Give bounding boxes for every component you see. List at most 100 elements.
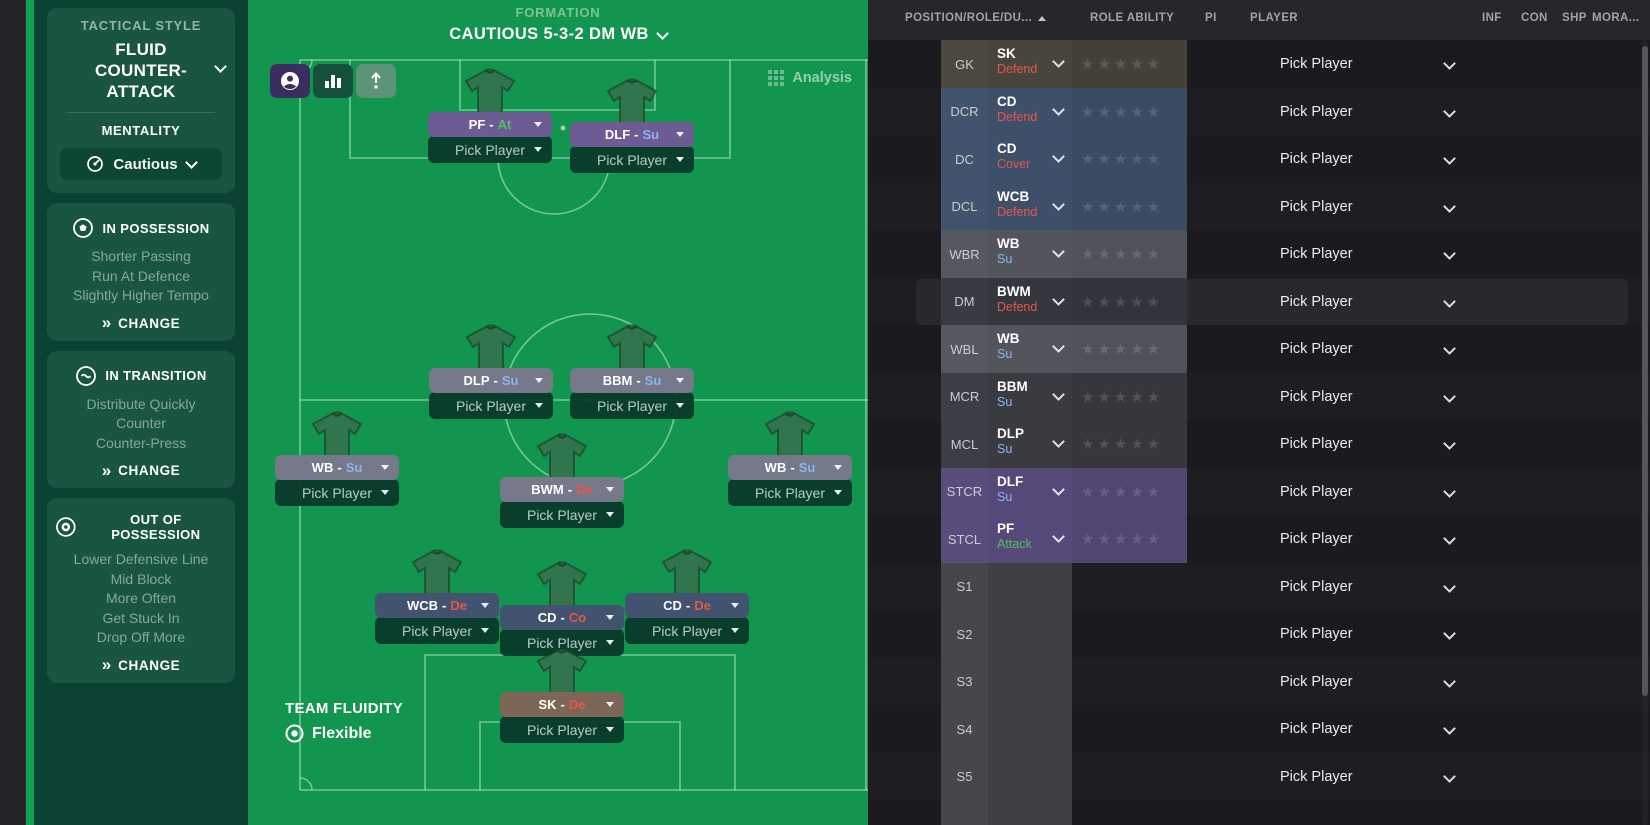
chevron-down-icon[interactable]: [1443, 437, 1456, 450]
pick-player-dropdown[interactable]: Pick Player: [1280, 436, 1353, 452]
role-dropdown[interactable]: CD Defend: [988, 87, 1072, 136]
pick-player-dropdown[interactable]: Pick Player: [500, 716, 624, 743]
instruction-item: Drop Off More: [96, 629, 186, 645]
chevron-down-icon[interactable]: [1443, 389, 1456, 403]
height-view-button[interactable]: [356, 64, 396, 98]
dropdown-arrow-icon: [676, 403, 684, 408]
chevron-down-icon[interactable]: [1443, 199, 1456, 213]
change-button[interactable]: » CHANGE: [101, 313, 181, 332]
pick-player-dropdown[interactable]: Pick Player: [1280, 531, 1353, 547]
pick-player-dropdown[interactable]: Pick Player: [1280, 483, 1353, 500]
role-ability-stars: ★★★★★: [1072, 277, 1187, 326]
header-inf[interactable]: INF: [1482, 12, 1502, 24]
analysis-button[interactable]: Analysis: [768, 70, 852, 86]
header-morale[interactable]: MORA...: [1592, 12, 1640, 24]
role-dropdown[interactable]: BWM Defend: [988, 277, 1072, 326]
header-player[interactable]: PLAYER: [1250, 12, 1298, 24]
duty-abbrev: At: [497, 117, 512, 132]
role-dropdown[interactable]: CD Cover: [988, 135, 1072, 183]
role-dropdown[interactable]: WB Su: [988, 230, 1072, 278]
role-duty-dropdown[interactable]: PF - At: [428, 112, 552, 137]
scrollbar-thumb[interactable]: [1642, 46, 1648, 696]
pick-player-dropdown[interactable]: Pick Player: [1280, 103, 1353, 120]
pick-player-dropdown[interactable]: Pick Player: [1280, 388, 1353, 405]
chevron-down-icon[interactable]: [1443, 627, 1456, 640]
role-duty-dropdown[interactable]: BBM - Su: [570, 368, 694, 393]
position-cell: DM: [941, 277, 988, 326]
table-row-stcr: STCR DLF Su ★★★★★ Pick Player: [868, 467, 1650, 516]
pick-player-dropdown[interactable]: Pick Player: [429, 392, 553, 419]
chevron-down-icon[interactable]: [1443, 674, 1456, 688]
mentality-dropdown[interactable]: Cautious: [59, 147, 223, 181]
chevron-down-icon[interactable]: [1443, 342, 1456, 355]
chevron-down-icon[interactable]: [1443, 104, 1456, 118]
role-duty-dropdown[interactable]: WCB - De: [375, 593, 499, 618]
tactical-style-dropdown[interactable]: FLUID COUNTER-ATTACK: [55, 39, 227, 102]
pick-player-dropdown[interactable]: Pick Player: [500, 501, 624, 528]
role-duty-dropdown[interactable]: DLF - Su: [570, 122, 694, 147]
chevron-down-icon[interactable]: [1443, 579, 1456, 593]
pick-player-dropdown[interactable]: Pick Player: [570, 392, 694, 419]
pick-player-dropdown[interactable]: Pick Player: [1280, 151, 1353, 167]
change-button[interactable]: » CHANGE: [101, 460, 181, 480]
header-pi[interactable]: PI: [1205, 12, 1217, 24]
header-con[interactable]: CON: [1521, 12, 1548, 24]
role-dropdown[interactable]: BBM Su: [988, 372, 1072, 421]
chevron-down-icon[interactable]: [1443, 722, 1456, 735]
chevron-down-icon[interactable]: [1443, 769, 1456, 783]
role-duty-dropdown[interactable]: CD - Co: [500, 605, 624, 630]
chevron-down-icon[interactable]: [1443, 484, 1456, 498]
pick-player-dropdown[interactable]: Pick Player: [1280, 246, 1353, 262]
pick-player-dropdown[interactable]: Pick Player: [1280, 56, 1353, 72]
position-cell: [941, 800, 988, 825]
instruction-item: Lower Defensive Line: [73, 551, 209, 567]
role-duty-dropdown[interactable]: SK - De: [500, 692, 624, 717]
chevron-down-icon[interactable]: [1443, 532, 1456, 545]
role-duty-dropdown[interactable]: DLP - Su: [429, 368, 553, 393]
role-duty-dropdown[interactable]: CD - De: [625, 593, 749, 618]
role-duty-dropdown[interactable]: WB - Su: [275, 455, 399, 480]
role-dropdown[interactable]: SK Defend: [988, 40, 1072, 88]
header-shp[interactable]: SHP: [1562, 12, 1587, 24]
header-position-role[interactable]: POSITION/ROLE/DU...: [905, 12, 1047, 24]
pick-player-dropdown[interactable]: Pick Player: [275, 479, 399, 506]
players-view-button[interactable]: [270, 64, 310, 98]
pick-player-dropdown[interactable]: Pick Player: [728, 479, 852, 506]
chevron-down-icon[interactable]: [1443, 152, 1456, 165]
header-role-ability[interactable]: ROLE ABILITY: [1090, 12, 1175, 24]
instruction-card-in-transition: IN TRANSITION Distribute Quickly Counter C…: [47, 350, 235, 488]
pitch-position-gk: SK - De Pick Player: [500, 648, 624, 743]
instruction-item: Get Stuck In: [102, 609, 180, 626]
table-row-s4: S4 Pick Player: [868, 705, 1650, 753]
pick-player-dropdown[interactable]: Pick Player: [1280, 768, 1353, 785]
stats-view-button[interactable]: [313, 64, 353, 98]
role-dropdown[interactable]: WB Su: [988, 325, 1072, 373]
role-duty-dropdown[interactable]: BWM - De: [500, 477, 624, 502]
formation-dropdown[interactable]: CAUTIOUS 5-3-2 DM WB: [449, 25, 669, 44]
duty-abbrev: De: [576, 482, 593, 497]
chevron-down-icon: [214, 60, 227, 73]
role-ability-stars: ★★★★★: [1072, 467, 1187, 516]
pick-player-dropdown[interactable]: Pick Player: [1280, 293, 1353, 310]
duty-label: Defend: [997, 62, 1038, 76]
change-button[interactable]: » CHANGE: [101, 655, 181, 674]
role-dropdown[interactable]: PF Attack: [988, 515, 1072, 563]
pick-player-dropdown[interactable]: Pick Player: [1280, 198, 1353, 215]
role-dropdown[interactable]: DLP Su: [988, 420, 1072, 468]
pick-player-dropdown[interactable]: Pick Player: [375, 617, 499, 644]
pick-player-dropdown[interactable]: Pick Player: [1280, 721, 1353, 737]
role-dropdown[interactable]: DLF Su: [988, 467, 1072, 516]
pick-player-dropdown[interactable]: Pick Player: [1280, 341, 1353, 357]
chevron-down-icon[interactable]: [1443, 57, 1456, 70]
pitch-position-wbr: WB - Su Pick Player: [728, 411, 852, 506]
role-duty-dropdown[interactable]: WB - Su: [728, 455, 852, 480]
pick-player-dropdown[interactable]: Pick Player: [428, 136, 552, 163]
pick-player-dropdown[interactable]: Pick Player: [1280, 673, 1353, 690]
chevron-down-icon[interactable]: [1443, 247, 1456, 260]
pick-player-dropdown[interactable]: Pick Player: [570, 146, 694, 173]
pick-player-dropdown[interactable]: Pick Player: [625, 617, 749, 644]
pick-player-dropdown[interactable]: Pick Player: [1280, 626, 1353, 642]
dropdown-arrow-icon: [535, 403, 543, 408]
role-dropdown[interactable]: WCB Defend: [988, 182, 1072, 231]
pick-player-dropdown[interactable]: Pick Player: [1280, 578, 1353, 595]
